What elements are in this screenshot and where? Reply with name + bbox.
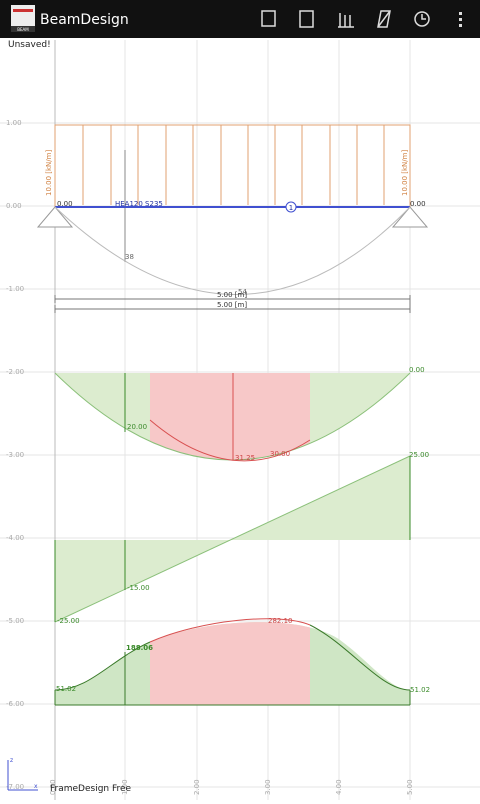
- svg-text:-4.00: -4.00: [6, 534, 24, 542]
- axis-z: z: [10, 757, 13, 764]
- svg-text:5.00: 5.00: [406, 779, 414, 795]
- distributed-load: [54, 124, 411, 208]
- dimension-label: 5.00 [m]: [217, 301, 247, 309]
- icon-band: [11, 26, 35, 32]
- svg-text:1.00: 1.00: [121, 779, 129, 795]
- history-button[interactable]: [414, 11, 430, 27]
- node-label: 0.00: [57, 200, 73, 208]
- moment-diagram: [54, 372, 411, 462]
- svg-text:-3.00: -3.00: [6, 451, 24, 459]
- utilization-diagram: [54, 618, 411, 706]
- moment-label: 31.25: [235, 454, 255, 462]
- utilization-label: 282.10: [268, 617, 293, 625]
- support: [36, 206, 429, 228]
- app-title: BeamDesign: [40, 12, 129, 28]
- y-axis-labels: 1.00 0.00 -1.00 -2.00 -3.00 -4.00 -5.00 …: [6, 119, 24, 791]
- axis-icon: [7, 760, 38, 791]
- frame-button[interactable]: [299, 10, 314, 28]
- profile-label: HEA120 S235: [115, 200, 163, 208]
- shape-button[interactable]: [377, 10, 391, 28]
- load-label: 10.00 [kN/m]: [45, 150, 53, 196]
- svg-text:2.00: 2.00: [193, 779, 201, 795]
- utilization-label: 188.06: [126, 644, 153, 652]
- member-label: 1: [289, 204, 293, 212]
- axis-x: x: [34, 783, 38, 790]
- supports-button[interactable]: [338, 13, 354, 28]
- deflection-label: 38: [125, 253, 134, 261]
- node-label: 0.00: [410, 200, 426, 208]
- svg-text:3.00: 3.00: [264, 779, 272, 795]
- dimension-line: [54, 295, 411, 313]
- status-text: Unsaved!: [8, 40, 51, 50]
- shear-label: -25.00: [57, 617, 80, 625]
- svg-text:4.00: 4.00: [335, 779, 343, 795]
- load-label: 10.00 [kN/m]: [401, 150, 409, 196]
- save-button[interactable]: [261, 10, 276, 27]
- svg-text:-7.00: -7.00: [6, 783, 24, 791]
- action-bar: [0, 0, 480, 38]
- clock-hands: [421, 14, 426, 20]
- dimension-label: 5.00 [m]: [217, 291, 247, 299]
- member-marker[interactable]: [285, 201, 297, 213]
- svg-text:-2.00: -2.00: [6, 368, 24, 376]
- deflection-curve: [54, 206, 411, 295]
- svg-text:0.00: 0.00: [49, 779, 57, 795]
- svg-text:-5.00: -5.00: [6, 617, 24, 625]
- shear-label: 25.00: [409, 451, 429, 459]
- x-axis-labels: 0.00 1.00 2.00 3.00 4.00 5.00: [49, 779, 414, 795]
- moment-label: 0.00: [409, 366, 425, 374]
- icon-beam: [13, 9, 33, 12]
- svg-text:-6.00: -6.00: [6, 700, 24, 708]
- moment-label: 30.00: [270, 450, 290, 458]
- svg-text:1.00: 1.00: [6, 119, 22, 127]
- deflection-label: 54: [238, 288, 247, 296]
- footer-brand: FrameDesign Free: [50, 784, 132, 794]
- overflow-menu[interactable]: [459, 12, 462, 27]
- icon-caption: BEAM: [17, 27, 29, 32]
- shear-diagram: [54, 455, 411, 623]
- shear-label: -15.00: [127, 584, 150, 592]
- utilization-label: 51.02: [56, 685, 76, 693]
- moment-label: 20.00: [127, 423, 147, 431]
- utilization-label: 51.02: [410, 686, 430, 694]
- svg-text:-1.00: -1.00: [6, 285, 24, 293]
- svg-text:0.00: 0.00: [6, 202, 22, 210]
